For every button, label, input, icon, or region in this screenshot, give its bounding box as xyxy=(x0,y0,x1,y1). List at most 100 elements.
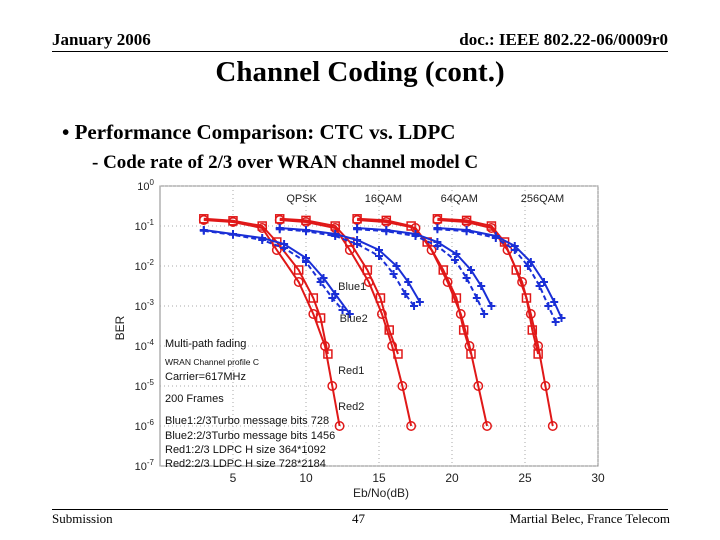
data-point-circle xyxy=(482,421,492,431)
data-point-plus xyxy=(302,227,310,236)
data-point-plus xyxy=(433,242,442,250)
data-point-circle xyxy=(464,341,475,351)
data-point-circle xyxy=(293,277,304,287)
data-point-plus xyxy=(462,227,471,236)
data-point-plus xyxy=(392,262,401,270)
data-point-plus xyxy=(477,282,486,290)
y-tick-label: 10-7 xyxy=(135,458,155,473)
series-line-blue-dash xyxy=(279,228,415,307)
series-line-blue-dash xyxy=(437,228,557,323)
data-point-circle xyxy=(517,277,528,287)
data-point-circle xyxy=(397,381,408,391)
data-point-circle xyxy=(376,309,387,319)
data-point-circle xyxy=(426,245,437,255)
series-line-blue-solid xyxy=(357,227,493,307)
x-tick-label: 5 xyxy=(230,471,237,485)
data-point-plus xyxy=(328,294,337,302)
data-point-plus xyxy=(415,298,424,306)
series-line-blue-solid xyxy=(203,229,351,315)
x-tick-label: 20 xyxy=(445,471,459,485)
annotation-text: Red1:2/3 LDPC H size 364*1092 xyxy=(165,444,326,456)
annotation-text: Carrier=617MHz xyxy=(165,371,246,383)
series-line-red-circle xyxy=(203,219,341,427)
y-tick-label: 10-1 xyxy=(135,218,155,233)
annotation-text: Multi-path fading xyxy=(165,338,246,350)
data-point-plus xyxy=(550,298,559,306)
data-point-plus xyxy=(510,246,519,254)
modulation-label: 256QAM xyxy=(521,193,564,205)
data-point-plus xyxy=(523,262,532,270)
series-line-red-circle xyxy=(437,219,554,427)
y-tick-label: 10-2 xyxy=(135,258,155,273)
page-number: 47 xyxy=(352,511,365,526)
data-point-circle xyxy=(334,421,345,431)
series-line-blue-solid xyxy=(279,227,421,303)
data-point-circle xyxy=(442,277,453,287)
data-point-circle xyxy=(257,223,268,233)
data-point-plus xyxy=(382,227,391,236)
data-point-square xyxy=(362,265,373,275)
modulation-label: 16QAM xyxy=(365,193,402,205)
data-point-circle xyxy=(525,309,536,319)
data-point-square xyxy=(375,293,386,303)
data-point-plus xyxy=(258,236,267,244)
y-axis-label: BER xyxy=(113,315,127,340)
data-point-plus xyxy=(229,230,237,239)
data-point-circle xyxy=(547,421,558,431)
annotation-text: Red2:2/3 LDPC H size 728*2184 xyxy=(165,458,326,470)
footer-submission: Submission xyxy=(52,511,113,526)
data-point-square xyxy=(521,293,532,303)
x-tick-label: 15 xyxy=(372,471,386,485)
series-line-red-circle xyxy=(357,219,489,427)
y-tick-label: 10-3 xyxy=(135,298,155,313)
data-point-plus xyxy=(539,278,548,286)
data-point-circle xyxy=(486,223,497,233)
series-line-blue-dash xyxy=(357,228,486,315)
series-line-red-circle xyxy=(279,219,413,427)
curve-label: Blue2 xyxy=(340,313,368,325)
x-tick-label: 25 xyxy=(518,471,532,485)
series-line-blue-solid xyxy=(437,227,563,319)
data-point-square xyxy=(293,265,304,275)
data-point-plus xyxy=(401,290,410,298)
data-point-plus xyxy=(353,225,362,234)
header-doc-id: doc.: IEEE 802.22-06/0009r0 xyxy=(459,30,668,49)
x-tick-label: 30 xyxy=(591,471,605,485)
footer-rule xyxy=(52,509,668,510)
y-tick-label: 100 xyxy=(137,178,154,193)
data-point-square xyxy=(527,325,538,335)
series-line-blue-dash xyxy=(203,229,344,311)
annotation-text: 200 Frames xyxy=(165,393,224,405)
data-point-plus xyxy=(199,226,208,235)
slide-title: Channel Coding (cont.) xyxy=(215,56,505,88)
data-point-plus xyxy=(472,294,481,302)
data-point-plus xyxy=(491,234,500,242)
data-point-circle xyxy=(344,245,355,255)
footer-author: Martial Belec, France Telecom xyxy=(509,511,670,526)
data-point-plus xyxy=(389,270,398,278)
curve-label: Red1 xyxy=(338,365,364,377)
data-point-plus xyxy=(535,282,544,290)
data-point-plus xyxy=(338,306,347,314)
data-point-square xyxy=(511,265,521,275)
annotation-text: WRAN Channel profile C xyxy=(165,357,259,367)
y-tick-label: 10-4 xyxy=(135,338,155,353)
data-point-plus xyxy=(275,225,284,234)
data-point-plus xyxy=(557,314,566,322)
data-point-circle xyxy=(327,381,338,391)
data-point-circle xyxy=(455,309,466,319)
header-rule xyxy=(52,51,668,52)
modulation-label: 64QAM xyxy=(441,193,478,205)
annotation-text: Blue1:2/3Turbo message bits 728 xyxy=(165,415,329,427)
data-point-plus xyxy=(353,240,362,248)
data-point-plus xyxy=(316,278,325,286)
data-point-circle xyxy=(387,341,398,351)
data-point-circle xyxy=(320,341,330,351)
bullet-sub: - Code rate of 2/3 over WRAN channel mod… xyxy=(92,152,479,173)
header-date: January 2006 xyxy=(52,30,151,49)
x-axis-label: Eb/No(dB) xyxy=(353,486,409,500)
data-point-plus xyxy=(452,250,461,258)
data-point-plus xyxy=(375,252,383,260)
data-point-circle xyxy=(228,217,238,227)
curve-label: Blue1 xyxy=(338,281,366,293)
